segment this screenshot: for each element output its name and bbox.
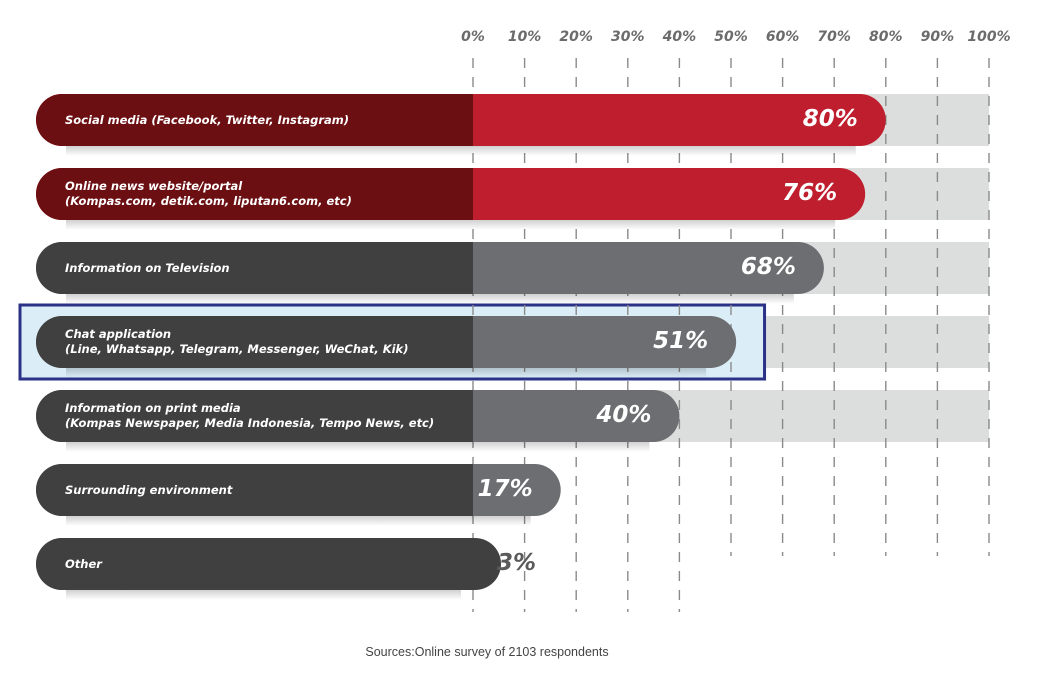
bar-shadow-0 <box>66 144 856 156</box>
x-tick-label: 60% <box>765 29 800 45</box>
x-tick-label: 10% <box>507 29 542 45</box>
source-note: Sources:Online survey of 2103 respondent… <box>365 645 609 659</box>
bar-label-area-0 <box>36 94 473 146</box>
bar-label-area-1 <box>36 168 474 220</box>
category-label: Chat application (Line, Whatsapp, Telegr… <box>65 327 409 356</box>
x-tick-label: 70% <box>817 29 851 45</box>
category-label: Social media (Facebook, Twitter, Instagr… <box>65 112 350 127</box>
value-label: 51% <box>653 328 709 354</box>
value-label: 68% <box>740 254 796 280</box>
x-tick-label: 50% <box>714 29 748 45</box>
x-tick-label: 100% <box>967 29 1011 45</box>
value-label: 76% <box>782 180 838 206</box>
bar-shadow-4 <box>66 440 650 452</box>
bar-shadow-6 <box>66 588 461 600</box>
value-label: 80% <box>802 106 858 132</box>
category-label: Surrounding environment <box>65 482 233 497</box>
value-label: 17% <box>477 476 533 502</box>
bar-shadow-5 <box>66 514 531 526</box>
bar-shadow-3 <box>66 366 707 378</box>
category-label: Other <box>65 556 102 571</box>
x-tick-label: 0% <box>461 29 485 45</box>
x-tick-label: 80% <box>869 29 903 45</box>
bar-shadow-1 <box>66 218 836 230</box>
x-tick-label: 20% <box>559 29 593 45</box>
bar-shadow-2 <box>66 292 794 304</box>
bar-label-area-3 <box>36 316 473 368</box>
category-label: Information on print media (Kompas Newsp… <box>65 401 435 430</box>
value-label: 40% <box>596 402 652 428</box>
bar-label-area-6 <box>36 538 473 590</box>
value-label: 3% <box>497 550 537 576</box>
bar-label-area-5 <box>36 464 473 516</box>
bar-cap-6 <box>473 538 501 590</box>
bar-label-area-4 <box>36 390 473 442</box>
x-tick-label: 40% <box>662 29 697 45</box>
category-label: Online news website/portal (Kompas.com, … <box>65 179 352 208</box>
x-tick-label: 30% <box>611 29 645 45</box>
bar-label-area-2 <box>36 242 473 294</box>
category-label: Information on Television <box>65 260 230 275</box>
x-tick-label: 90% <box>920 29 955 45</box>
